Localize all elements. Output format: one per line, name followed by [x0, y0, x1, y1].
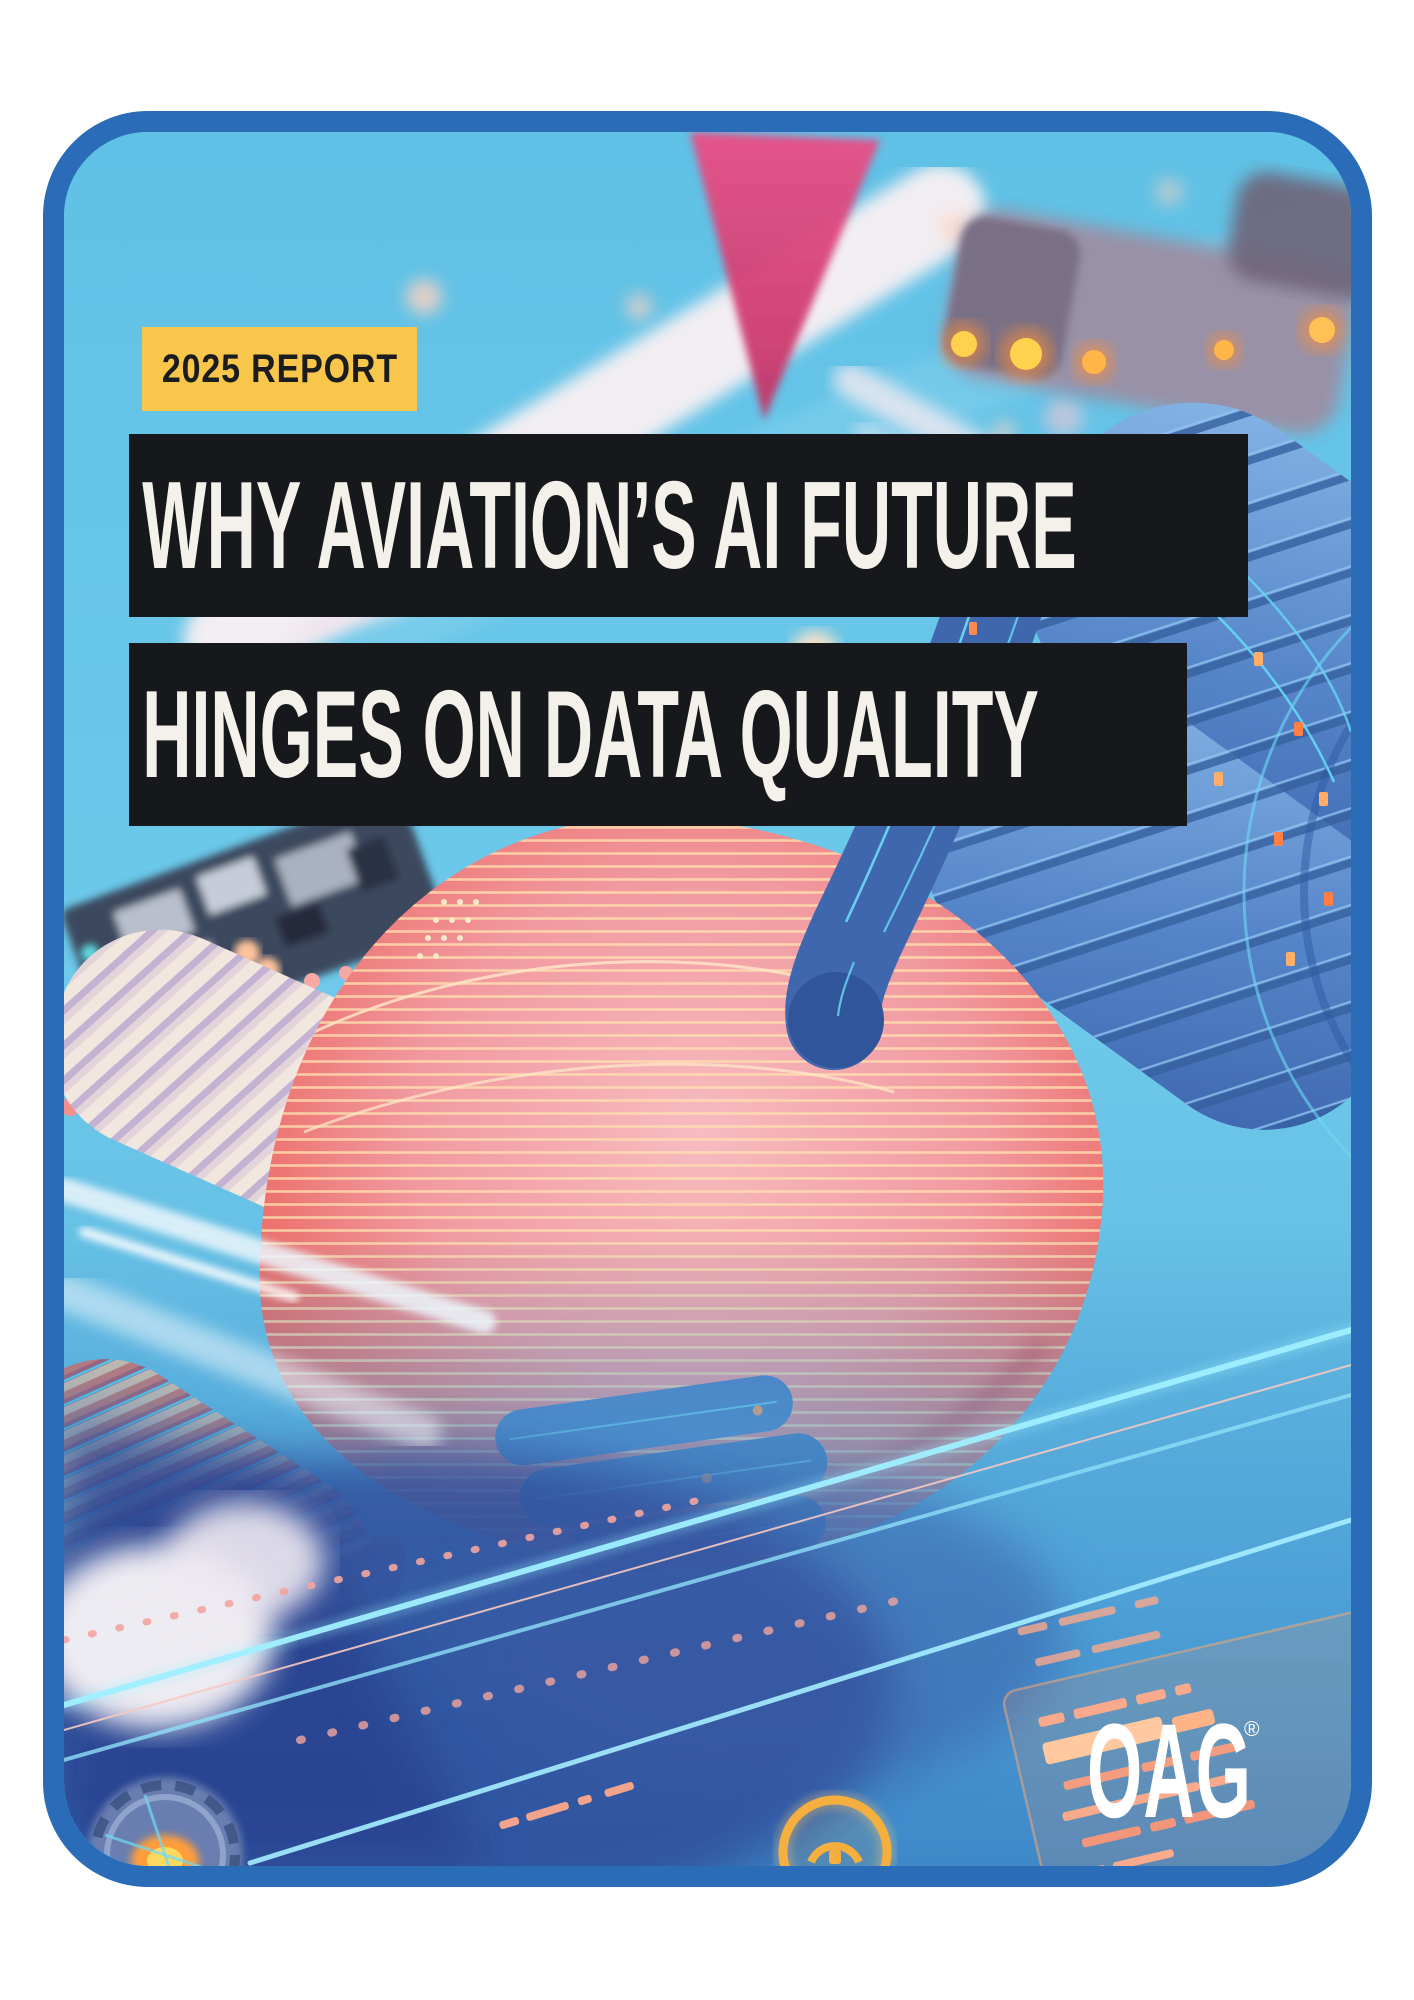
glow-traces [64, 1322, 1351, 1866]
hand-dot-texture [417, 899, 479, 959]
airplane-tail-fin [690, 132, 880, 420]
title-banner-line-2: HINGES ON DATA QUALITY [129, 643, 1187, 826]
title-line-2: HINGES ON DATA QUALITY [142, 665, 1039, 804]
gauge-icon [774, 1791, 896, 1866]
data-panel [1002, 1596, 1351, 1866]
title-line-1: WHY AVIATION’S AI FUTURE [142, 456, 1077, 595]
registered-trademark-icon: ® [1244, 1718, 1260, 1741]
title-banner-line-1: WHY AVIATION’S AI FUTURE [129, 434, 1248, 617]
cover-text-overlay: 2025 REPORT WHY AVIATION’S AI FUTURE HIN… [64, 132, 1351, 1866]
floor-glyphs [499, 1781, 634, 1830]
cover-card: 2025 REPORT WHY AVIATION’S AI FUTURE HIN… [43, 111, 1372, 1887]
report-year-badge: 2025 REPORT [142, 327, 417, 411]
report-year-badge-label: 2025 REPORT [161, 346, 398, 391]
bokeh-lights [406, 178, 1183, 444]
cargo-truck [942, 172, 1351, 434]
oag-logo: OAG ® [1087, 1697, 1351, 1846]
rotor-disc [87, 1777, 243, 1866]
truck-lights [942, 308, 1344, 382]
oag-logo-text: OAG [1087, 1697, 1252, 1846]
light-beams [64, 1178, 496, 1450]
panel-text-rows [1017, 1596, 1256, 1866]
